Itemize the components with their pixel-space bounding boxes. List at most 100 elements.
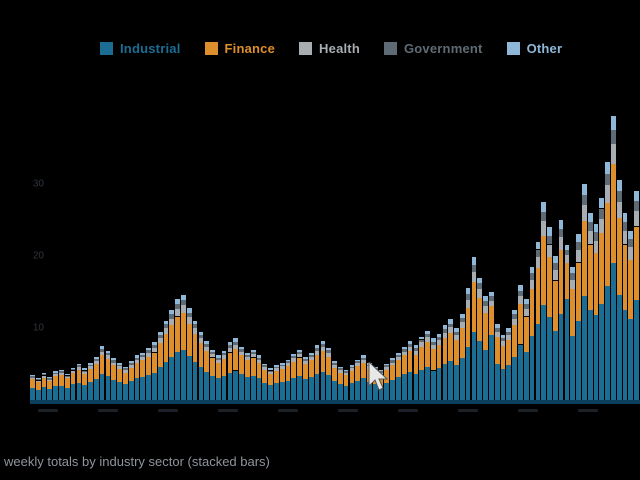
bar-segment-finance [361,362,366,379]
bar-segment-health [332,364,337,368]
bar-segment-government [518,290,523,297]
bar-segment-finance [523,316,529,352]
mouse-cursor [368,360,389,392]
bar-segment-industrial [401,374,407,400]
x-tick-mark [98,409,118,412]
bar-segment-finance [384,369,390,383]
bar-segment-other [274,365,279,367]
legend-item-other[interactable]: Other [506,41,563,56]
bar-segment-other [262,364,268,366]
bar-segment-industrial [76,382,82,400]
bar-segment-finance [123,372,128,385]
bar-segment-finance [41,377,47,388]
bar-segment-industrial [256,378,262,400]
bar-segment-health [337,369,343,373]
bar-segment-finance [93,364,99,380]
bar-segment-industrial [245,377,250,400]
bar-segment-finance [558,250,564,314]
bar-segment-government [326,350,332,354]
bar-segment-government [529,273,535,280]
bar-segment-other [117,362,122,365]
x-tick-mark [218,409,238,412]
bar-segment-health [442,333,448,338]
bar-segment-health [82,371,88,375]
bar-segment-industrial [274,383,279,400]
bar-segment-health [210,353,215,358]
bar-segment-finance [163,333,169,362]
bar-segment-industrial [175,351,181,400]
x-axis-line [30,400,640,404]
bar-segment-industrial [506,365,512,400]
bar-segment-other [227,342,233,346]
bar-segment-other [326,348,332,351]
x-tick-mark [158,409,178,412]
bar-segment-health [186,317,192,324]
legend-item-finance[interactable]: Finance [204,41,276,56]
bar-segment-government [581,194,587,205]
bar-segment-other [634,191,639,202]
bar-segment-health [297,353,303,358]
bar-segment-finance [459,328,465,359]
legend-item-industrial[interactable]: Industrial [100,41,181,56]
bar-segment-industrial [123,384,128,400]
bar-segment-other [564,245,570,251]
x-tick-mark [38,409,58,412]
bar-segment-finance [477,297,483,341]
bar-segment-finance [500,346,506,369]
bar-segment-government [274,366,279,369]
bar-segment-government [204,343,210,347]
bar-segment-finance [378,374,384,386]
bar-segment-health [465,299,471,308]
bar-segment-finance [343,374,349,386]
bar-segment-industrial [221,376,227,400]
bar-segment-other [146,348,151,351]
bar-segment-industrial [128,381,134,400]
bar-segment-industrial [384,382,390,400]
bar-segment-industrial [169,356,175,400]
legend-item-government[interactable]: Government [383,41,483,56]
bar-segment-health [483,305,488,313]
bar-segment-other [99,346,105,349]
bar-segment-government [558,228,564,238]
bar-segment-government [221,353,227,356]
bar-segment-finance [454,340,459,366]
bar-segment-finance [518,304,523,345]
bar-segment-finance [587,244,593,310]
bar-segment-government [541,212,547,222]
bar-segment-health [436,340,442,346]
bar-segment-finance [483,312,488,350]
bar-segment-other [88,362,93,365]
bar-segment-industrial [541,305,547,400]
bar-segment-finance [628,259,634,319]
bar-segment-health [262,366,268,370]
bar-segment-government [419,339,425,343]
bar-segment-other [152,342,157,346]
bar-segment-government [396,354,401,357]
legend-label: Industrial [120,41,181,56]
bar-segment-finance [198,343,204,367]
bar-segment-health [425,337,430,343]
bar-segment-health [59,372,64,375]
bar-segment-industrial [367,382,372,400]
bar-segment-industrial [442,364,448,400]
bar-segment-finance [471,281,477,332]
bar-segment-industrial [494,364,500,400]
bar-segment-health [88,366,93,370]
bar-segment-industrial [529,335,535,400]
legend-item-health[interactable]: Health [299,41,360,56]
bar-segment-government [239,348,244,352]
bar-segment-finance [326,356,332,375]
bar-segment-other [70,367,76,369]
bar-segment-government [35,379,41,381]
bar-segment-other [390,358,395,361]
bar-segment-finance [152,352,157,373]
legend-swatch-icon [100,42,113,55]
bar-segment-government [622,222,628,231]
bar-segment-other [35,378,41,380]
bar-segment-other [59,369,64,372]
bar-segment-health [256,359,262,363]
bar-segment-government [587,222,593,231]
bar-segment-other [297,349,303,352]
bar-segment-other [425,330,430,334]
